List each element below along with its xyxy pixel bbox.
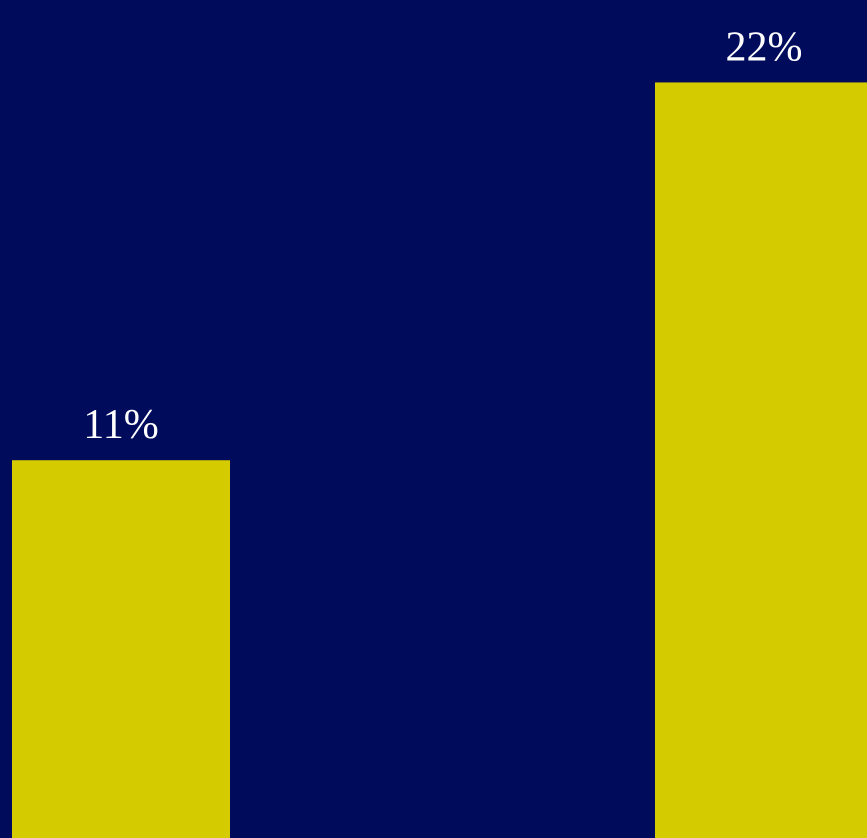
bar-2	[655, 82, 867, 838]
bar-1	[12, 460, 230, 838]
bars-layer	[12, 82, 867, 838]
data-labels-layer: 11% 22%	[83, 24, 802, 448]
data-label-1: 11%	[83, 402, 158, 448]
data-label-2: 22%	[726, 24, 803, 70]
